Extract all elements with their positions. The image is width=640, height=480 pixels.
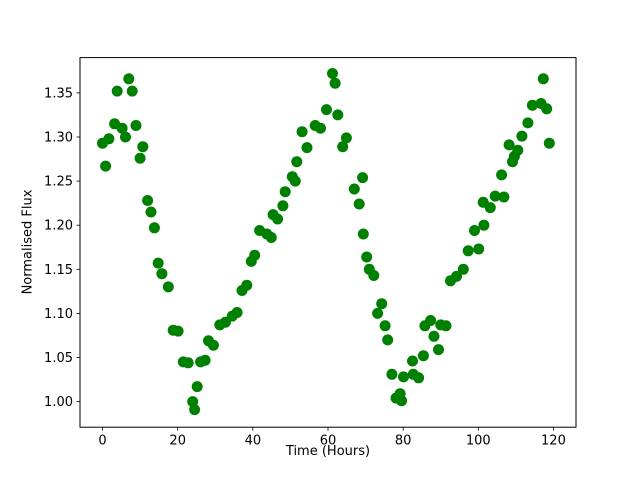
data-point [376, 298, 388, 310]
data-point [123, 73, 135, 85]
data-point [462, 245, 474, 257]
data-point [315, 122, 326, 134]
data-point [541, 103, 553, 115]
data-point [379, 320, 391, 332]
data-point [440, 320, 452, 332]
data-point [417, 350, 429, 362]
data-point [348, 183, 360, 195]
x-tick-label: 20 [169, 434, 186, 449]
x-tick-label: 120 [541, 434, 566, 449]
data-point [337, 141, 349, 153]
y-tick-label: 1.05 [44, 351, 73, 366]
data-point [156, 268, 168, 280]
data-point [489, 190, 501, 202]
x-tick-label: 0 [98, 434, 106, 449]
x-tick-label: 100 [466, 434, 491, 449]
data-point [543, 137, 555, 149]
data-point [148, 222, 160, 234]
data-point [241, 279, 253, 291]
y-tick-label: 1.25 [44, 175, 73, 190]
data-point [191, 381, 203, 393]
data-point [398, 371, 409, 383]
data-point [413, 372, 425, 384]
data-point [537, 73, 549, 85]
data-point [512, 144, 524, 156]
x-axis-label: Time (Hours) [285, 444, 371, 459]
data-point [503, 139, 515, 151]
data-point [478, 219, 490, 231]
data-point [100, 160, 112, 172]
data-point [496, 169, 508, 181]
y-tick-label: 1.15 [44, 263, 73, 278]
data-point [361, 251, 373, 263]
data-point [130, 120, 142, 131]
y-tick-label: 1.30 [44, 130, 73, 145]
data-point [469, 225, 480, 236]
x-tick-label: 40 [245, 434, 262, 449]
data-point [134, 152, 146, 164]
y-tick-label: 1.00 [44, 395, 73, 410]
data-point [126, 85, 138, 97]
data-point [357, 228, 369, 240]
data-point [368, 270, 380, 281]
data-point [231, 307, 243, 318]
data-point [111, 85, 123, 97]
x-tick-label: 80 [395, 434, 412, 449]
data-point [484, 202, 496, 214]
x-tick-label: 60 [320, 434, 337, 449]
data-point [291, 156, 303, 168]
data-point [425, 315, 437, 326]
data-point [296, 126, 308, 138]
y-axis-label: Normalised Flux [20, 189, 36, 295]
data-point [277, 200, 289, 212]
data-point [279, 186, 291, 198]
data-point [372, 307, 384, 319]
data-point [189, 404, 201, 416]
data-point [103, 133, 115, 145]
data-point [301, 142, 313, 154]
data-point [386, 368, 398, 380]
data-point [526, 99, 538, 111]
data-point [207, 339, 219, 351]
data-point [137, 141, 149, 153]
data-point [152, 257, 164, 269]
y-tick-label: 1.10 [44, 307, 73, 322]
data-point [120, 131, 131, 143]
data-point [249, 249, 261, 261]
data-point [142, 195, 154, 206]
data-point [327, 68, 338, 79]
data-point [473, 243, 485, 255]
data-point [116, 122, 128, 134]
data-point [522, 117, 534, 129]
data-point [516, 130, 528, 142]
data-point [332, 109, 344, 121]
data-point [145, 206, 157, 218]
data-point [162, 281, 174, 293]
y-tick-label: 1.20 [44, 219, 73, 234]
data-point [396, 395, 408, 407]
data-point [199, 354, 211, 366]
data-point [321, 104, 332, 116]
data-point [272, 213, 284, 225]
data-point [353, 198, 365, 210]
data-point [329, 77, 341, 89]
data-point [172, 325, 184, 337]
data-point [382, 334, 394, 346]
axes-border [79, 57, 577, 428]
data-point [451, 270, 462, 282]
data-point [265, 232, 277, 243]
data-point [182, 357, 194, 369]
data-point [433, 344, 444, 356]
data-point [457, 263, 469, 275]
y-tick-label: 1.35 [44, 86, 73, 101]
data-point [357, 172, 369, 184]
data-point [428, 330, 440, 342]
data-point [340, 132, 352, 144]
data-point [407, 355, 418, 367]
data-point [289, 175, 301, 187]
data-point [498, 191, 510, 203]
